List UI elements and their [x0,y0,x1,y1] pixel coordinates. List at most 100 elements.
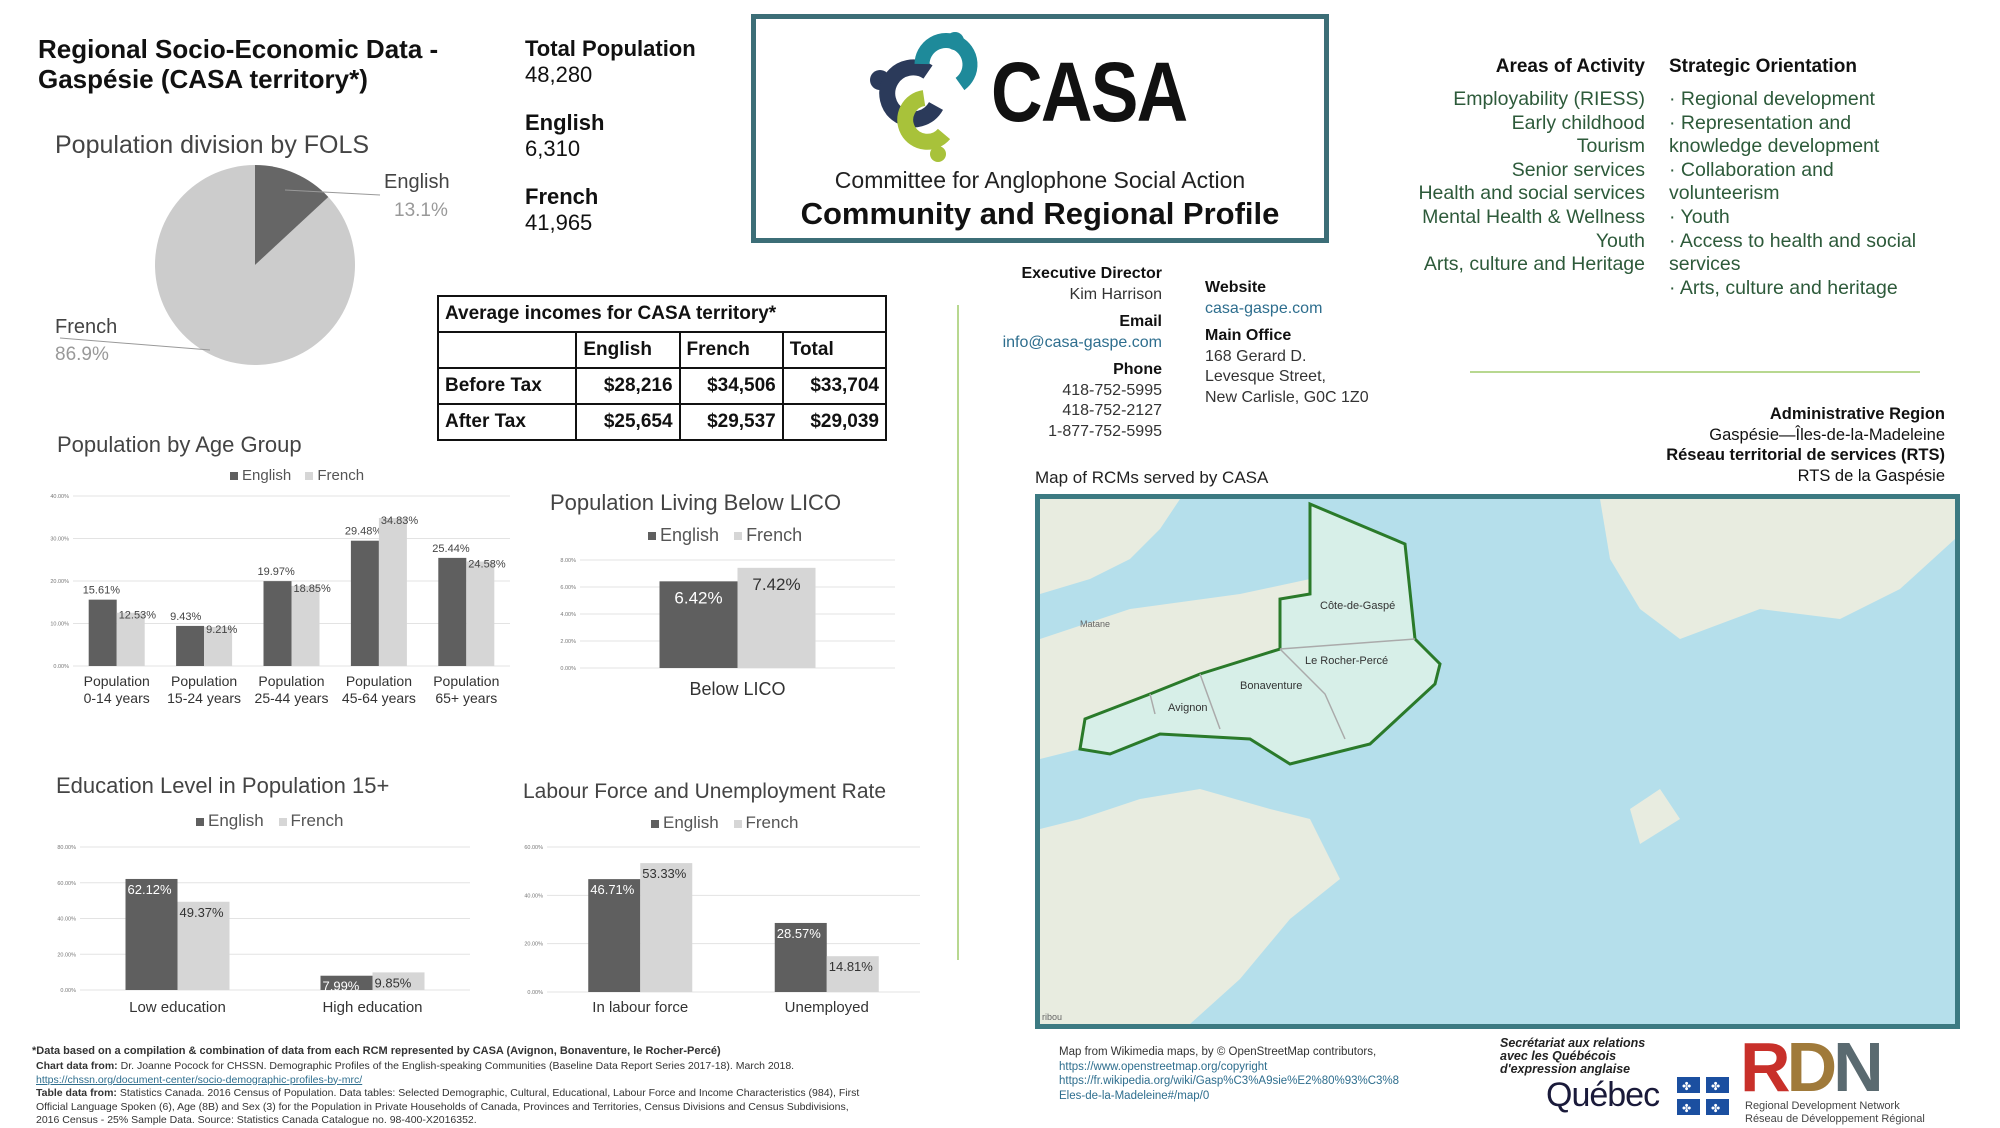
pie-leader-english [284,189,381,196]
age-chart-title: Population by Age Group [57,432,302,457]
income-header-blank [436,331,578,369]
bar-english [438,557,467,666]
french-population-label: French [525,184,599,209]
chart-source-label: Chart data from: [36,1060,118,1072]
income-cell: $25,654 [575,403,681,441]
legend-swatch-french [278,817,287,826]
map-credit-3[interactable]: https://fr.wikipedia.org/wiki/Gasp%C3%A9… [1059,1075,1400,1087]
legend-label-english: English [208,811,264,830]
data-label: 62.12% [128,882,173,897]
lico-chart-legend: English French [648,525,812,546]
strategic-heading: Strategic Orientation [1669,56,1857,77]
sraq-logo: Secrétariat aux relations avec les Québé… [1500,1037,1645,1076]
income-header-french: French [678,331,784,369]
data-label: 7.42% [752,575,800,594]
legend-swatch-french [733,819,742,828]
table-source-text1: Statistics Canada. 2016 Census of Popula… [119,1087,860,1099]
y-tick-label: 60.00% [57,881,76,887]
bar-french [291,585,320,666]
lico-bar-chart: 0.00% 2.00% 4.00% 6.00% 8.00% 6.42% 7.42% Below… [560,558,895,699]
map-magdalen-islands [1630,789,1680,844]
population-stats: Total Population 48,280 English 6,310 Fr… [525,36,696,236]
rdn-tagline-fr: Réseau de Développement Régional [1745,1113,1925,1125]
bar-french [378,517,407,666]
strategic-item: · Regional development [1669,88,1875,110]
svg-text:✤: ✤ [1682,1081,1691,1093]
map-label-avignon: Avignon [1168,702,1208,714]
rdn-logo-text: RDN [1740,1028,1884,1106]
education-chart-legend: English French [196,811,353,831]
bar-french [826,956,879,992]
profile-title: Community and Regional Profile [800,196,1280,231]
english-population-value: 6,310 [525,136,581,161]
table-source-label: Table data from: [36,1087,117,1099]
strategic-item: · Collaboration and [1669,158,1834,181]
map-north-shore [1040,499,1180,594]
income-table-title: Average incomes for CASA territory* [437,295,887,333]
website-link[interactable]: casa-gaspe.com [1205,299,1323,317]
category-label: Population [346,673,412,689]
map-label-bonaventure: Bonaventure [1240,680,1302,692]
admin-region-value: Gaspésie—Îles-de-la-Madeleine [1709,425,1945,444]
legend-swatch-english [230,472,238,481]
phone-label: Phone [1113,361,1162,378]
data-label: 25.44% [432,543,470,555]
strategic-item: services [1669,253,1741,276]
office-line1: 168 Gerard D. [1205,347,1307,365]
data-label: 9.85% [375,975,412,990]
data-label: 18.85% [294,583,332,595]
legend-french: French [734,525,802,545]
income-table-header: English French Total [436,331,888,369]
income-row-after-tax: After Tax $25,654 $29,537 $29,039 [436,403,888,441]
french-population-value: 41,965 [525,210,593,235]
email-link[interactable]: info@casa-gaspe.com [1002,333,1162,351]
labour-chart-legend: English French [651,813,808,833]
chart-source: Chart data from: Dr. Joanne Pocock for C… [36,1060,936,1074]
bar-french [204,626,233,666]
casa-logo-mark [870,32,978,162]
income-row-label: Before Tax [436,367,578,405]
office-line2: Levesque Street, [1205,368,1326,385]
map-credit-1: Map from Wikimedia maps, by © OpenStreet… [1059,1046,1377,1058]
y-tick-label: 40.00% [50,494,69,500]
bar-french [737,567,816,668]
bar-english [659,581,738,668]
map-credit-2[interactable]: https://www.openstreetmap.org/copyright [1059,1060,1268,1073]
area-item: Arts, culture and Heritage [1423,253,1645,276]
contacts-right: Website casa-gaspe.com Main Office 168 G… [1205,278,1405,408]
category-label: High education [322,999,422,1016]
rdn-tagline-en: Regional Development Network [1745,1100,1900,1112]
legend-english: English [651,813,719,832]
total-population-value: 48,280 [525,62,593,87]
legend-swatch-french [734,532,743,541]
data-label: 29.48% [345,526,383,538]
map-credit-4[interactable]: Eles-de-la-Madeleine#/map/0 [1059,1089,1210,1102]
map-south-shore [1040,789,1340,1024]
sraq-line3: d'expression anglaise [1500,1062,1631,1076]
strategic-item: knowledge development [1669,135,1880,158]
map-frame[interactable]: Côte-de-Gaspé Le Rocher-Percé Bonaventur… [1035,494,1960,1029]
page-title-line2: Gaspésie (CASA territory*) [38,64,368,94]
map-anticosti [1600,499,1955,639]
data-label: 9.43% [170,611,201,623]
category-label: 65+ years [435,690,497,706]
casa-subtitle: Committee for Anglophone Social Action [834,167,1246,193]
chart-source-link[interactable]: https://chssn.org/document-center/socio-… [36,1073,363,1086]
rts-value: RTS de la Gaspésie [1797,466,1945,485]
legend-label-english: English [663,813,719,832]
sraq-line1: Secrétariat aux relations [1500,1036,1646,1050]
table-source-text3: 2016 Census - 25% Sample Data. Source: S… [36,1114,477,1126]
office-line3: New Carlisle, G0C 1Z0 [1205,388,1369,406]
bar-french [116,612,145,666]
legend-french: French [305,467,364,484]
logo-arc-blue [879,59,943,128]
pie-value-french: 86.9% [55,344,109,365]
y-tick-label: 30.00% [50,537,69,543]
bar-english [588,879,641,992]
bar-english [263,581,292,666]
strategic-item: · Access to health and social [1669,229,1917,252]
area-item: Employability (RIESS) [1453,88,1645,110]
legend-swatch-english [651,819,659,828]
legend-label-english: English [660,525,720,545]
y-tick-label: 60.00% [524,845,543,851]
